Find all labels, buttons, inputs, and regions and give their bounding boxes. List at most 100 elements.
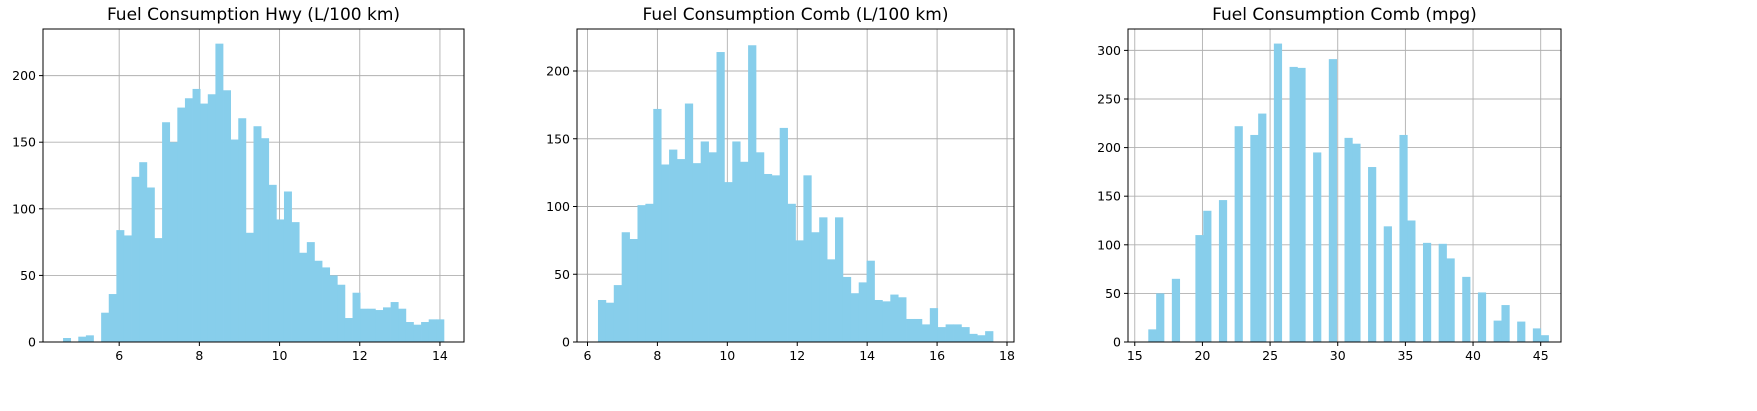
y-tick-label: 150 (12, 135, 36, 150)
histogram-bar (605, 302, 615, 342)
histogram-bar (1540, 335, 1549, 342)
histogram-bar (755, 152, 765, 342)
histogram-panel-comb-mpg: 15 20 25 30 35 40 45 0 50 100 150 200 250 300 Fuel Co… (1097, 5, 1562, 363)
histogram-bar (405, 322, 414, 342)
histogram-bar (291, 222, 300, 342)
x-tick-label: 30 (1330, 348, 1346, 363)
y-tick-label: 0 (28, 335, 36, 350)
histogram-bar (352, 292, 361, 342)
histogram-bar (937, 327, 946, 342)
histogram-bar (795, 240, 804, 342)
histogram-bar (230, 139, 239, 342)
histogram-bar (398, 308, 407, 342)
axes-frame (1127, 28, 1562, 343)
histogram-bar (1399, 134, 1408, 342)
histogram-bar (827, 259, 836, 342)
histogram-bar (1438, 243, 1447, 342)
histogram-bar (1493, 320, 1502, 342)
histogram-bar (748, 45, 757, 343)
histogram-bar (724, 182, 733, 342)
histogram-bar (819, 217, 828, 342)
histogram-bar (779, 127, 788, 342)
chart-title: Fuel Consumption Comb (L/100 km) (643, 5, 949, 25)
histogram-bar (953, 324, 962, 342)
x-tick-label: 14 (432, 348, 448, 363)
histogram-bar (1171, 278, 1181, 342)
x-tick-label: 15 (1127, 348, 1143, 363)
y-tick-label: 0 (1113, 335, 1121, 350)
histogram-bar (890, 294, 899, 342)
y-tick-label: 50 (554, 267, 570, 282)
y-tick-label: 200 (12, 68, 36, 83)
y-tick-label: 200 (546, 64, 570, 79)
histogram-bar (238, 118, 247, 342)
histogram-bar (322, 267, 331, 342)
histogram-bar (383, 307, 391, 342)
histogram-bar (787, 203, 796, 342)
x-tick-label: 45 (1533, 348, 1549, 363)
histogram-bar (835, 217, 844, 342)
y-tick-label: 100 (546, 199, 570, 214)
histogram-bar (131, 176, 140, 342)
histogram-bar (428, 319, 437, 342)
histogram-bar (139, 162, 148, 342)
x-tick-label: 25 (1262, 348, 1278, 363)
x-tick-label: 6 (584, 348, 592, 363)
histogram-bar (645, 203, 654, 342)
histogram-bar (123, 235, 132, 342)
histogram-bar (1297, 67, 1306, 342)
histogram-bar (1203, 210, 1212, 342)
histogram-bar (200, 103, 209, 342)
x-tick-label: 6 (115, 348, 123, 363)
histogram-bar (1195, 235, 1204, 342)
histogram-bar (914, 318, 923, 342)
histogram-bar (63, 338, 72, 342)
histogram-bar (154, 238, 163, 342)
histogram-bar (692, 163, 702, 342)
y-tick-label: 200 (1097, 140, 1121, 155)
histogram-bar (337, 284, 346, 342)
histogram-bar (874, 299, 883, 342)
histogram-bar (276, 219, 285, 342)
x-tick-label: 10 (272, 348, 288, 363)
x-tick-label: 10 (719, 348, 735, 363)
y-tick-label: 50 (20, 268, 36, 283)
histogram-bar (146, 187, 155, 342)
histogram-bar (1383, 226, 1392, 342)
histogram-bar (78, 336, 87, 342)
y-tick-label: 0 (562, 335, 570, 350)
histogram-bar (929, 308, 939, 342)
x-tick-label: 12 (789, 348, 805, 363)
histogram-bar (215, 43, 224, 342)
histogram-bar (223, 90, 231, 342)
histogram-bar (299, 252, 308, 342)
histogram-bar (1368, 167, 1377, 342)
histogram-bar (906, 318, 915, 342)
histogram-bar (162, 122, 171, 342)
histogram-bar (676, 159, 686, 342)
y-tick-label: 150 (1097, 189, 1121, 204)
histogram-bar (653, 108, 662, 342)
histogram-bar (329, 275, 338, 342)
histogram-bar (629, 239, 638, 342)
ticks: 6 8 10 12 14 16 18 0 50 100 150 200 (546, 64, 1015, 363)
x-tick-label: 8 (195, 348, 203, 363)
y-tick-label: 300 (1097, 43, 1121, 58)
x-tick-label: 8 (653, 348, 661, 363)
histogram-bar (207, 94, 216, 343)
histogram-bar (763, 173, 773, 342)
histogram-panel-comb-l-per-100km: 6 8 10 12 14 16 18 0 50 100 150 200 Fuel Consumptio… (546, 5, 1015, 363)
histogram-bar (1344, 137, 1353, 342)
histogram-bar (1289, 66, 1298, 342)
x-tick-label: 20 (1194, 348, 1210, 363)
histogram-bar (436, 319, 445, 342)
histogram-bar (268, 184, 277, 342)
x-tick-label: 35 (1397, 348, 1413, 363)
histogram-bar (108, 294, 117, 342)
histogram-bar (314, 260, 323, 342)
histogram-bar (184, 98, 193, 342)
histogram-bar (1501, 305, 1510, 342)
x-tick-label: 16 (929, 348, 945, 363)
histogram-bar (253, 126, 262, 342)
